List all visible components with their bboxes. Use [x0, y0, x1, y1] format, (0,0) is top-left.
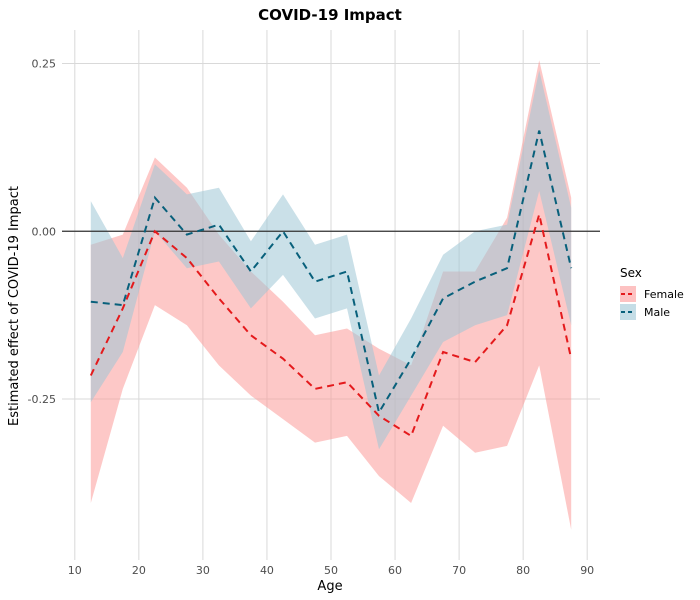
x-tick-label-70: 70: [452, 564, 466, 577]
y-tick-label-1: 0.00: [32, 225, 57, 238]
x-axis-ticks: 10 20 30 40 50 60 70 80 90: [68, 564, 594, 577]
y-tick-label-2: 0.25: [32, 58, 57, 71]
series-lines: [89, 130, 573, 438]
x-tick-label-80: 80: [516, 564, 530, 577]
band-male: [90, 70, 572, 450]
line-male: [90, 130, 573, 416]
x-tick-label-20: 20: [132, 564, 146, 577]
x-tick-label-50: 50: [324, 564, 338, 577]
confidence-bands: [90, 60, 572, 530]
chart-title: COVID-19 Impact: [258, 6, 402, 24]
y-axis-ticks: -0.25 0.00 0.25: [28, 58, 56, 406]
x-tick-label-40: 40: [260, 564, 274, 577]
x-tick-label-10: 10: [68, 564, 82, 577]
line-female: [89, 214, 573, 438]
legend-label-male: Male: [644, 306, 670, 319]
legend-label-female: Female: [644, 288, 684, 301]
x-axis-title: Age: [317, 579, 342, 594]
x-tick-label-60: 60: [388, 564, 402, 577]
legend: Sex Female Male: [620, 266, 684, 320]
legend-title: Sex: [620, 266, 642, 280]
x-tick-label-90: 90: [580, 564, 594, 577]
legend-items: Female Male: [620, 286, 684, 320]
y-axis-title: Estimated effect of COVID-19 Impact: [7, 186, 22, 426]
x-tick-label-30: 30: [196, 564, 210, 577]
y-tick-label-0: -0.25: [28, 393, 56, 406]
band-female: [90, 60, 572, 530]
